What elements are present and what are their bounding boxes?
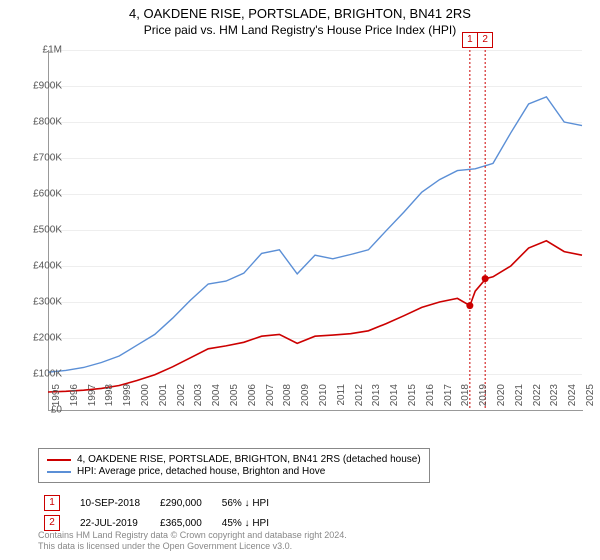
footer-line2: This data is licensed under the Open Gov… bbox=[38, 541, 347, 552]
x-axis-label: 2018 bbox=[460, 384, 471, 414]
legend-swatch bbox=[47, 471, 71, 473]
y-axis-label: £600K bbox=[12, 189, 62, 200]
x-axis-label: 2003 bbox=[193, 384, 204, 414]
y-axis-label: £900K bbox=[12, 81, 62, 92]
x-axis-label: 2008 bbox=[282, 384, 293, 414]
x-axis-label: 1998 bbox=[104, 384, 115, 414]
x-axis-label: 2022 bbox=[532, 384, 543, 414]
x-axis-label: 2019 bbox=[478, 384, 489, 414]
x-axis-label: 2004 bbox=[211, 384, 222, 414]
x-axis-label: 2013 bbox=[371, 384, 382, 414]
y-axis-label: £300K bbox=[12, 297, 62, 308]
chart-title: 4, OAKDENE RISE, PORTSLADE, BRIGHTON, BN… bbox=[0, 6, 600, 21]
legend-label: HPI: Average price, detached house, Brig… bbox=[77, 466, 325, 477]
x-axis-label: 2025 bbox=[585, 384, 596, 414]
x-axis-label: 2006 bbox=[247, 384, 258, 414]
x-axis-label: 2016 bbox=[425, 384, 436, 414]
chart-subtitle: Price paid vs. HM Land Registry's House … bbox=[0, 23, 600, 37]
event-number: 1 bbox=[44, 495, 60, 511]
x-axis-label: 2024 bbox=[567, 384, 578, 414]
legend-label: 4, OAKDENE RISE, PORTSLADE, BRIGHTON, BN… bbox=[77, 454, 421, 465]
legend: 4, OAKDENE RISE, PORTSLADE, BRIGHTON, BN… bbox=[38, 448, 430, 483]
x-axis-label: 2017 bbox=[443, 384, 454, 414]
y-axis-label: £200K bbox=[12, 333, 62, 344]
x-axis-label: 1999 bbox=[122, 384, 133, 414]
event-row: 1 10-SEP-2018£290,00056% ↓ HPI bbox=[40, 494, 283, 512]
x-axis-label: 2009 bbox=[300, 384, 311, 414]
event-marker: 2 bbox=[477, 32, 493, 48]
event-price: £290,000 bbox=[156, 494, 216, 512]
x-axis-label: 2000 bbox=[140, 384, 151, 414]
event-delta: 56% ↓ HPI bbox=[218, 494, 283, 512]
series-line bbox=[48, 97, 582, 372]
event-number: 2 bbox=[44, 515, 60, 531]
footer-attribution: Contains HM Land Registry data © Crown c… bbox=[38, 530, 347, 552]
x-axis-label: 2005 bbox=[229, 384, 240, 414]
event-marker: 1 bbox=[462, 32, 478, 48]
legend-item: HPI: Average price, detached house, Brig… bbox=[47, 466, 421, 477]
series-line bbox=[48, 241, 582, 392]
legend-item: 4, OAKDENE RISE, PORTSLADE, BRIGHTON, BN… bbox=[47, 454, 421, 465]
chart-svg bbox=[48, 50, 582, 410]
x-axis-label: 2021 bbox=[514, 384, 525, 414]
y-axis-label: £400K bbox=[12, 261, 62, 272]
event-dot bbox=[466, 302, 473, 309]
x-axis-label: 1995 bbox=[51, 384, 62, 414]
y-axis-label: £100K bbox=[12, 369, 62, 380]
x-axis-label: 2014 bbox=[389, 384, 400, 414]
x-axis-label: 2015 bbox=[407, 384, 418, 414]
x-axis-label: 1997 bbox=[87, 384, 98, 414]
x-axis-label: 2012 bbox=[354, 384, 365, 414]
x-axis-label: 2002 bbox=[176, 384, 187, 414]
x-axis-label: 2007 bbox=[265, 384, 276, 414]
y-axis-label: £500K bbox=[12, 225, 62, 236]
x-axis-label: 2020 bbox=[496, 384, 507, 414]
legend-swatch bbox=[47, 459, 71, 461]
x-axis-label: 1996 bbox=[69, 384, 80, 414]
y-axis-label: £700K bbox=[12, 153, 62, 164]
footer-line1: Contains HM Land Registry data © Crown c… bbox=[38, 530, 347, 541]
y-axis-label: £800K bbox=[12, 117, 62, 128]
event-date: 10-SEP-2018 bbox=[76, 494, 154, 512]
x-axis-label: 2023 bbox=[549, 384, 560, 414]
x-axis-label: 2011 bbox=[336, 384, 347, 414]
x-axis-label: 2010 bbox=[318, 384, 329, 414]
x-axis-label: 2001 bbox=[158, 384, 169, 414]
y-axis-label: £1M bbox=[12, 45, 62, 56]
event-dot bbox=[482, 275, 489, 282]
events-table: 110-SEP-2018£290,00056% ↓ HPI222-JUL-201… bbox=[38, 492, 285, 534]
